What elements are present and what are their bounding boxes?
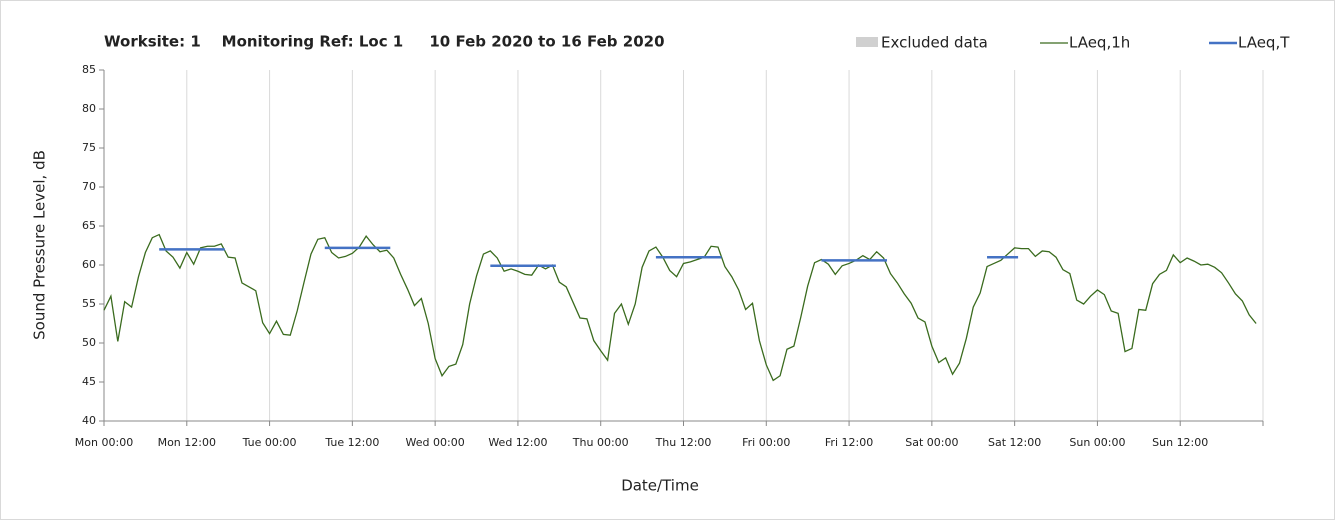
x-tick-label: Sat 12:00 (988, 436, 1041, 449)
x-tick-label: Sun 00:00 (1069, 436, 1125, 449)
y-tick-label: 40 (82, 414, 96, 427)
x-axis-label: Date/Time (621, 477, 699, 495)
x-tick-label: Tue 12:00 (324, 436, 379, 449)
y-axis-label: Sound Pressure Level, dB (31, 150, 49, 340)
chart-title: Worksite: 1 Monitoring Ref: Loc 1 10 Feb… (104, 33, 665, 51)
y-tick-label: 60 (82, 258, 96, 271)
x-tick-label: Wed 00:00 (406, 436, 465, 449)
x-tick-label: Sun 12:00 (1152, 436, 1208, 449)
y-tick-label: 65 (82, 219, 96, 232)
x-tick-label: Mon 00:00 (75, 436, 133, 449)
x-tick-label: Thu 00:00 (572, 436, 629, 449)
x-tick-label: Thu 12:00 (655, 436, 712, 449)
data-line (103, 233, 1257, 382)
y-tick-label: 85 (82, 63, 96, 76)
x-tick-label: Wed 12:00 (488, 436, 547, 449)
legend-label: LAeq,T (1238, 34, 1290, 52)
y-tick-label: 50 (82, 336, 96, 349)
y-tick-label: 70 (82, 180, 96, 193)
legend-label: Excluded data (881, 34, 988, 52)
legend-label: LAeq,1h (1069, 34, 1130, 52)
x-tick-label: Fri 00:00 (742, 436, 790, 449)
y-tick-label: 75 (82, 141, 96, 154)
y-tick-label: 55 (82, 297, 96, 310)
x-tick-label: Mon 12:00 (158, 436, 216, 449)
x-tick-label: Tue 00:00 (242, 436, 297, 449)
x-tick-label: Fri 12:00 (825, 436, 873, 449)
y-tick-label: 80 (82, 102, 96, 115)
x-tick-label: Sat 00:00 (905, 436, 958, 449)
legend-swatch (856, 37, 878, 47)
y-tick-label: 45 (82, 375, 96, 388)
